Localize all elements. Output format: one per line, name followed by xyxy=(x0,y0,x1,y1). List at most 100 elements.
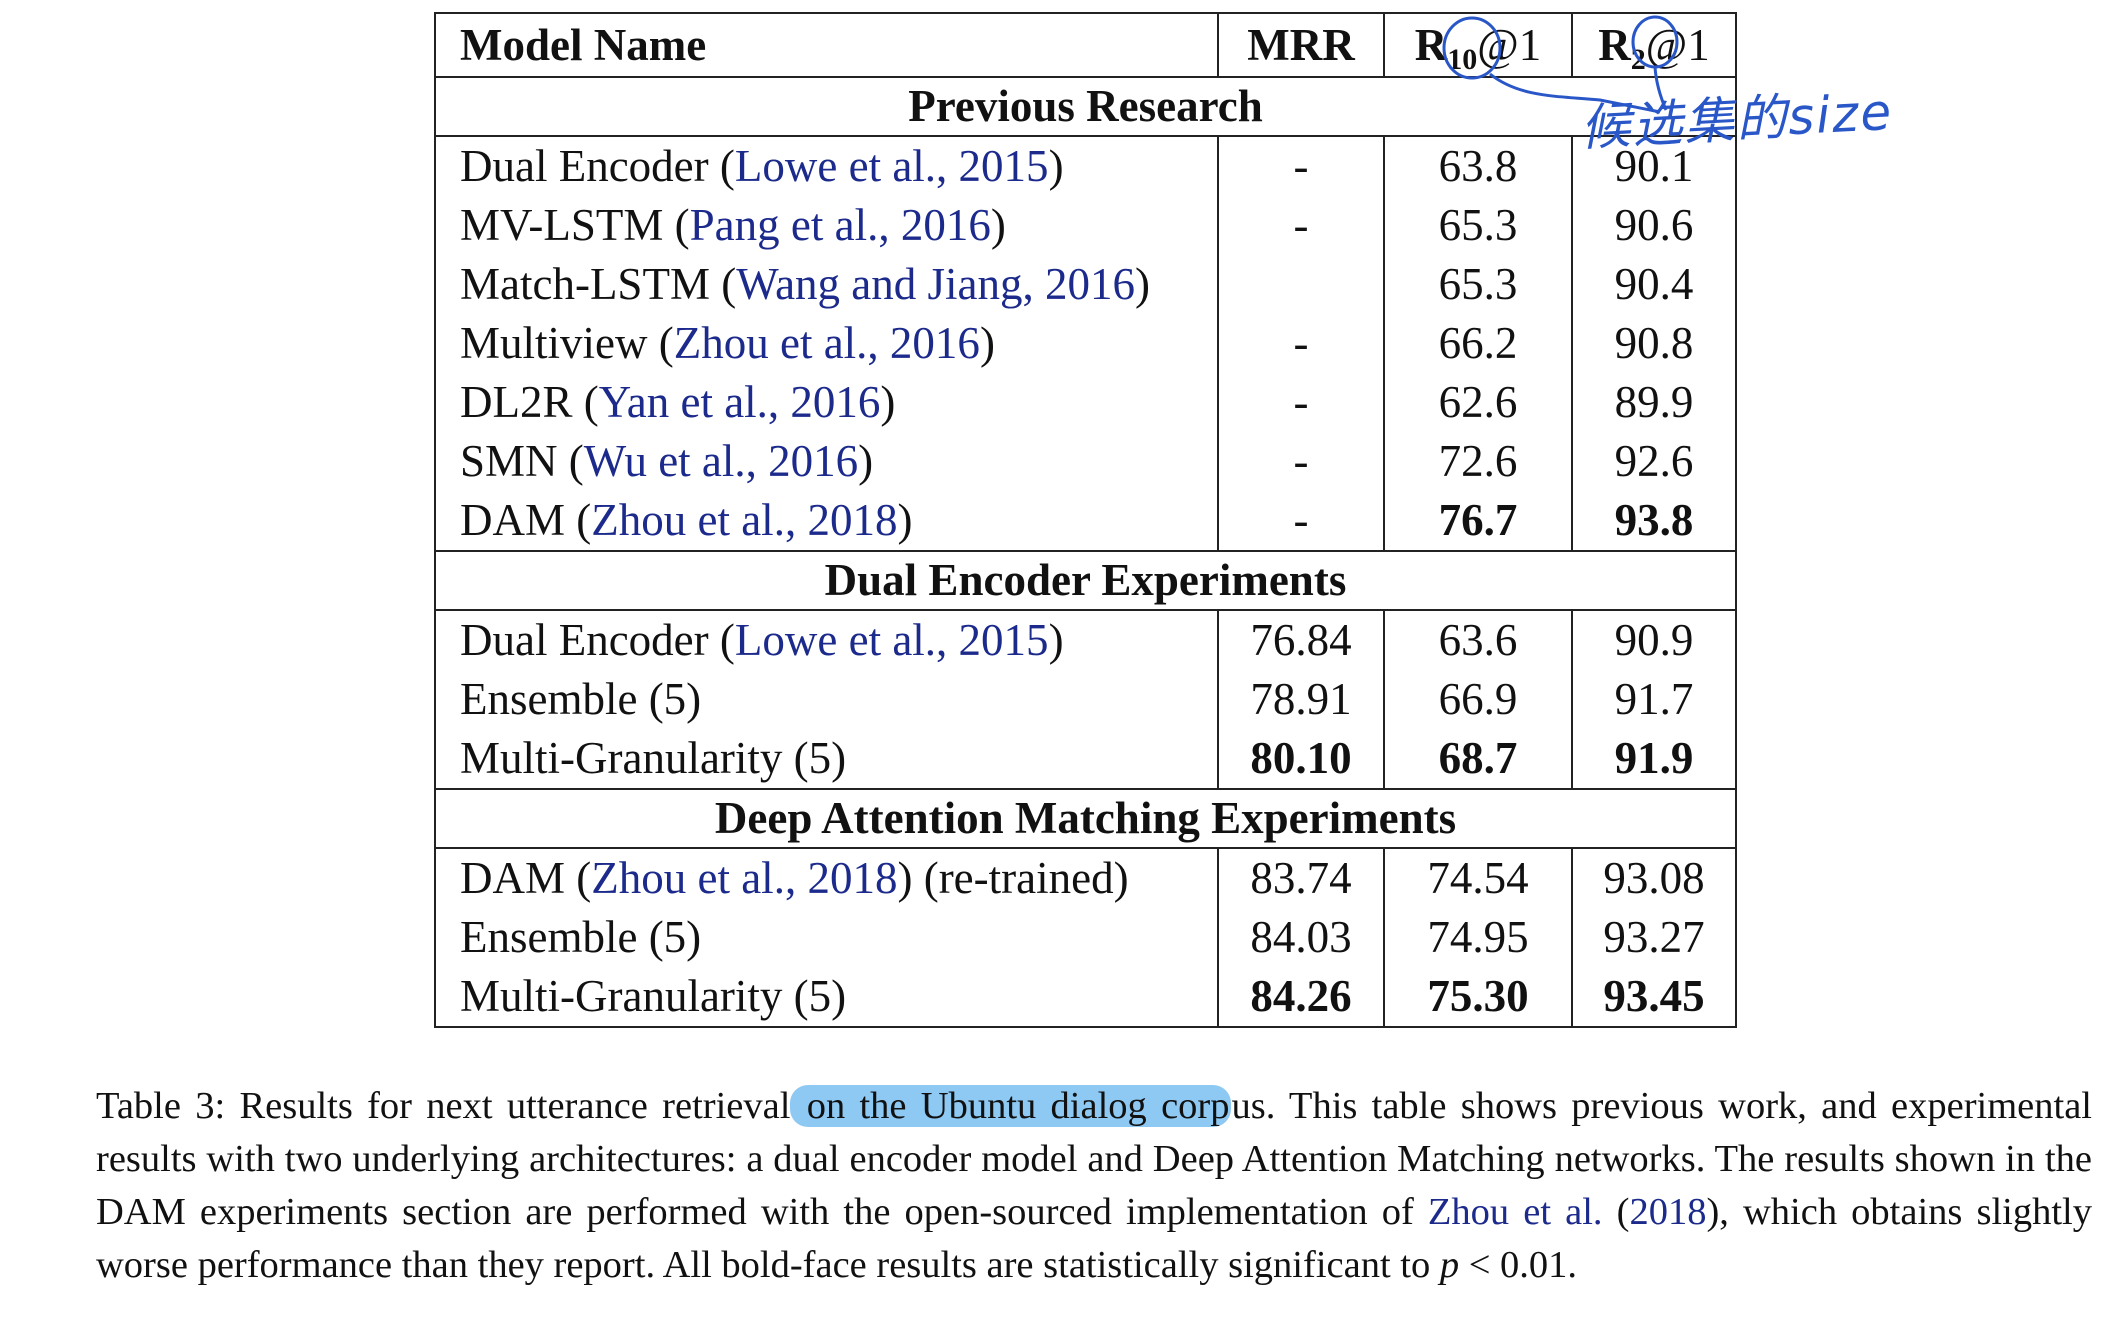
citation-link[interactable]: Wang and Jiang, 2016 xyxy=(736,259,1136,309)
header-r2-letter: R xyxy=(1598,20,1631,70)
table-row: Dual Encoder (Lowe et al., 2015) 76.84 63.… xyxy=(434,610,1737,670)
mrr-cell: 83.74 xyxy=(1217,848,1384,908)
r10-cell: 63.6 xyxy=(1383,610,1572,670)
r10-cell: 76.7 xyxy=(1383,491,1572,551)
caption-text-2: us. This table shows previous work, and … xyxy=(96,1085,2092,1233)
table-row: DL2R (Yan et al., 2016) -62.6 89.9 xyxy=(434,373,1737,432)
caption-cite-open: ( xyxy=(1602,1191,1630,1233)
mrr-cell xyxy=(1217,255,1384,314)
model-name-cell: DAM (Zhou et al., 2018) xyxy=(434,491,1218,551)
r10-cell: 66.9 xyxy=(1383,670,1572,729)
citation-link[interactable]: Pang et al., 2016 xyxy=(689,200,991,250)
mrr-cell: 78.91 xyxy=(1217,670,1384,729)
citation-close: ) xyxy=(979,318,995,368)
model-name: DAM ( xyxy=(460,495,592,545)
model-name-cell: MV-LSTM (Pang et al., 2016) xyxy=(434,196,1218,255)
model-name-cell: DAM (Zhou et al., 2018) (re-trained) xyxy=(434,848,1218,908)
r10-cell: 65.3 xyxy=(1383,255,1572,314)
citation-close: ) xyxy=(858,436,874,486)
r2-cell: 93.45 xyxy=(1571,967,1737,1028)
mrr-cell: 76.84 xyxy=(1217,610,1384,670)
mrr-cell: 84.26 xyxy=(1217,967,1384,1028)
table-row: Multi-Granularity (5) 80.10 68.7 91.9 xyxy=(434,729,1737,789)
caption-cite-year[interactable]: 2018 xyxy=(1629,1191,1707,1233)
header-r2-tail: @1 xyxy=(1645,20,1710,70)
model-name: Dual Encoder ( xyxy=(460,141,735,191)
r10-cell: 72.6 xyxy=(1383,432,1572,491)
citation-close: ) xyxy=(897,853,913,903)
table-row: MV-LSTM (Pang et al., 2016) -65.3 90.6 xyxy=(434,196,1737,255)
citation-link[interactable]: Zhou et al., 2016 xyxy=(673,318,980,368)
section-header-row: Dual Encoder Experiments xyxy=(434,550,1737,611)
caption-highlight: on the Ubuntu dialog corp xyxy=(790,1085,1232,1127)
r2-cell: 93.27 xyxy=(1571,908,1737,967)
caption-text-3: , which obtains slightly worse performan… xyxy=(96,1191,2092,1286)
model-name: Multi-Granularity (5) xyxy=(460,971,847,1021)
model-name: DL2R ( xyxy=(460,377,599,427)
citation-link[interactable]: Zhou et al., 2018 xyxy=(591,853,898,903)
table-row: Multi-Granularity (5) 84.26 75.30 93.45 xyxy=(434,967,1737,1028)
table-caption: Table 3: Results for next utterance retr… xyxy=(96,1080,2092,1292)
header-model-name: Model Name xyxy=(434,12,1218,78)
header-r10-letter: R xyxy=(1414,20,1448,70)
model-name-cell: Multi-Granularity (5) xyxy=(434,967,1218,1028)
r2-cell: 93.08 xyxy=(1571,848,1737,908)
r2-cell: 92.6 xyxy=(1571,432,1737,491)
r2-cell: 90.4 xyxy=(1571,255,1737,314)
model-name-cell: Multi-Granularity (5) xyxy=(434,729,1218,789)
citation-link[interactable]: Wu et al., 2016 xyxy=(583,436,859,486)
table-header-row: Model Name MRR R10@1 R2@1 xyxy=(434,12,1737,78)
citation-link[interactable]: Lowe et al., 2015 xyxy=(734,141,1049,191)
section-title: Previous Research xyxy=(434,76,1737,137)
citation-close: ) xyxy=(1135,259,1151,309)
citation-link[interactable]: Yan et al., 2016 xyxy=(598,377,881,427)
handwritten-note: 候选集的size xyxy=(1578,82,1895,158)
model-name: DAM ( xyxy=(460,853,592,903)
caption-cite-author[interactable]: Zhou et al. xyxy=(1427,1191,1603,1233)
table-row: SMN (Wu et al., 2016) -72.6 92.6 xyxy=(434,432,1737,491)
model-name: Match-LSTM ( xyxy=(460,259,737,309)
model-name: SMN ( xyxy=(460,436,584,486)
section-title: Deep Attention Matching Experiments xyxy=(434,788,1737,849)
r10-cell: 65.3 xyxy=(1383,196,1572,255)
r10-cell: 74.95 xyxy=(1383,908,1572,967)
r2-cell: 90.6 xyxy=(1571,196,1737,255)
model-name: Multi-Granularity (5) xyxy=(460,733,847,783)
model-name-cell: SMN (Wu et al., 2016) xyxy=(434,432,1218,491)
mrr-cell: - xyxy=(1217,196,1384,255)
r2-cell: 90.8 xyxy=(1571,314,1737,373)
section-header-row: Deep Attention Matching Experiments xyxy=(434,788,1737,849)
mrr-cell: - xyxy=(1217,373,1384,432)
r2-cell: 90.1 xyxy=(1571,136,1737,196)
citation-link[interactable]: Zhou et al., 2018 xyxy=(591,495,898,545)
r10-cell: 75.30 xyxy=(1383,967,1572,1028)
table-row: Multiview (Zhou et al., 2016) -66.2 90.8 xyxy=(434,314,1737,373)
model-name-cell: DL2R (Yan et al., 2016) xyxy=(434,373,1218,432)
caption-math-p: p xyxy=(1439,1244,1460,1286)
header-r10-subscript: 10 xyxy=(1447,43,1478,76)
model-name: Multiview ( xyxy=(460,318,674,368)
citation-close: ) xyxy=(1048,615,1064,665)
caption-math-rest: < 0.01. xyxy=(1459,1244,1578,1286)
r10-cell: 66.2 xyxy=(1383,314,1572,373)
mrr-cell: - xyxy=(1217,314,1384,373)
citation-close: ) xyxy=(990,200,1006,250)
results-table: Model Name MRR R10@1 R2@1 Previous Resea… xyxy=(434,12,1737,1028)
header-r2-subscript: 2 xyxy=(1630,43,1646,76)
mrr-cell: 80.10 xyxy=(1217,729,1384,789)
mrr-cell: - xyxy=(1217,136,1384,196)
citation-link[interactable]: Lowe et al., 2015 xyxy=(734,615,1049,665)
table-body: Previous Research Dual Encoder (Lowe et a… xyxy=(434,76,1737,1028)
model-name-cell: Match-LSTM (Wang and Jiang, 2016) xyxy=(434,255,1218,314)
model-name-cell: Dual Encoder (Lowe et al., 2015) xyxy=(434,610,1218,670)
r2-cell: 91.7 xyxy=(1571,670,1737,729)
model-name: MV-LSTM ( xyxy=(460,200,690,250)
header-r10: R10@1 xyxy=(1383,12,1572,78)
r2-cell: 93.8 xyxy=(1571,491,1737,551)
model-name: Ensemble (5) xyxy=(460,912,702,962)
header-mrr: MRR xyxy=(1217,12,1384,78)
r10-cell: 62.6 xyxy=(1383,373,1572,432)
r2-cell: 89.9 xyxy=(1571,373,1737,432)
citation-close: ) xyxy=(880,377,896,427)
